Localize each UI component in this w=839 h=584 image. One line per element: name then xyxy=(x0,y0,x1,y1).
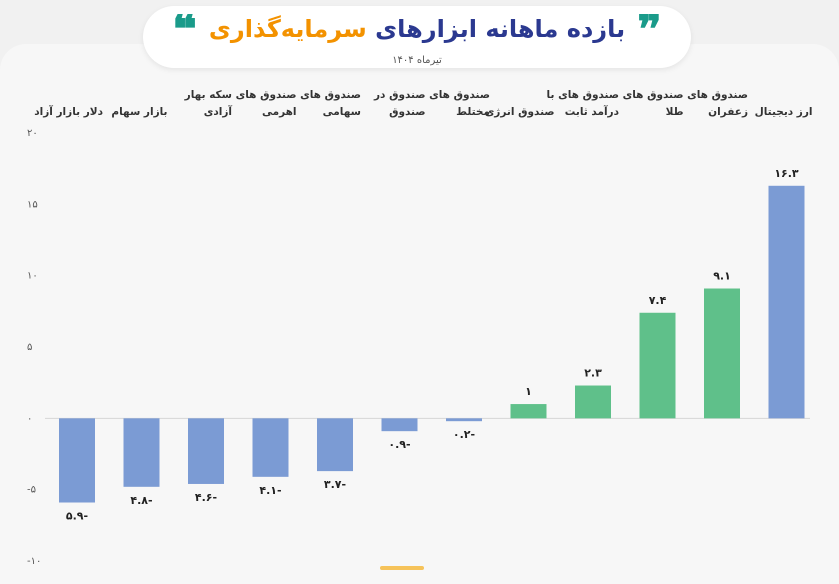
data-label: ۱ xyxy=(525,385,532,398)
category-label: بازار سهام xyxy=(111,106,167,118)
data-label: ۱۶.۳ xyxy=(774,167,799,180)
category-label: صندوق های xyxy=(300,89,361,101)
bar xyxy=(768,185,805,419)
category-label: مختلط xyxy=(456,106,490,118)
category-label: صندوق در xyxy=(373,89,426,101)
quote-open-icon: ❞ xyxy=(637,14,662,44)
subtitle: تیرماه ۱۴۰۴ xyxy=(392,55,442,66)
bar xyxy=(317,418,353,472)
bar xyxy=(123,418,160,487)
category-label: صندوق های xyxy=(623,89,684,101)
category-label: صندوق های xyxy=(687,89,748,101)
title-main: بازده ماهانه ابزارهای xyxy=(375,15,626,43)
category-label: اهرمی xyxy=(262,106,297,118)
bar xyxy=(575,385,611,419)
category-label: صندوق های xyxy=(429,89,490,101)
category-label: آزادی xyxy=(204,105,233,118)
category-label: طلا xyxy=(666,106,684,118)
bar-chart: ۲۰ ۱۵ ۱۰ ۵ ۰ -۵ -۱۰ -۵.۹ دلار بازار آزاد -۴.۸ بازا… xyxy=(27,89,813,567)
bar xyxy=(188,418,224,484)
bar xyxy=(704,288,740,419)
data-label: ۲.۳ xyxy=(584,367,602,380)
y-tick-label: ۰ xyxy=(27,413,32,424)
category-label: ارز دیجیتال xyxy=(755,106,813,118)
title-accent: سرمایه‌گذاری xyxy=(208,15,367,43)
data-label: -۴.۸ xyxy=(130,494,152,507)
y-tick-label: ۱۵ xyxy=(27,199,38,210)
bar xyxy=(446,418,482,422)
data-label: -۳.۷ xyxy=(324,478,346,491)
bar xyxy=(639,312,676,419)
category-label: صندوق انرژی xyxy=(485,106,555,118)
chart-panel xyxy=(0,44,839,584)
bar xyxy=(252,418,289,477)
bar xyxy=(381,418,418,432)
y-tick-label: ۱۰ xyxy=(27,271,38,282)
data-label: -۴.۶ xyxy=(195,491,217,504)
data-label: -۰.۹ xyxy=(388,438,410,451)
y-tick-label: -۱۰ xyxy=(27,556,41,567)
category-label: صندوق های با xyxy=(547,89,619,101)
data-label: ۷.۴ xyxy=(649,294,667,307)
y-tick-label: -۵ xyxy=(27,485,36,496)
footer-accent xyxy=(380,566,424,570)
page-title: بازده ماهانه ابزارهای سرمایه‌گذاری xyxy=(209,15,625,43)
category-label: دلار بازار آزاد xyxy=(34,105,103,118)
category-label: سکه بهار xyxy=(184,89,232,101)
category-label: درآمد ثابت xyxy=(565,105,620,118)
category-label: سهامی xyxy=(323,106,361,118)
category-label: صندوق xyxy=(389,106,425,118)
y-tick-label: ۵ xyxy=(27,342,32,353)
bar xyxy=(510,404,547,419)
quote-close-icon: ❝ xyxy=(172,14,197,44)
data-label: -۰.۲ xyxy=(453,428,475,441)
bar xyxy=(59,418,95,503)
data-label: -۵.۹ xyxy=(66,510,88,523)
data-label: ۹.۱ xyxy=(713,270,731,283)
category-label: صندوق های xyxy=(236,89,297,101)
y-tick-label: ۲۰ xyxy=(27,128,38,139)
category-label: زعفران xyxy=(708,106,748,118)
title-banner: ❞ بازده ماهانه ابزارهای سرمایه‌گذاری ❝ ت… xyxy=(143,6,691,68)
data-label: -۴.۱ xyxy=(259,484,281,497)
